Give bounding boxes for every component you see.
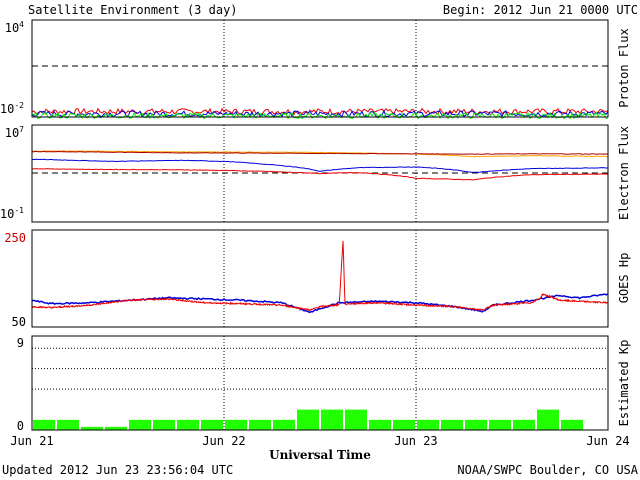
x-tick-label: Jun 23 [394,434,437,448]
electron-frame [31,124,609,223]
x-tick-label: Jun 21 [10,434,53,448]
kp-bar [321,409,343,430]
electron-line-red [32,168,609,181]
x-axis-label: Universal Time [269,448,371,462]
kp-bar [393,419,415,430]
proton-ymax-label: 104 [5,20,24,35]
electron-series [31,150,609,181]
kp-ymin-label: 0 [17,419,24,433]
hp-line-red [31,240,609,312]
kp-bar [465,419,487,430]
chart-title: Satellite Environment (3 day) [28,3,238,17]
proton-frame [31,19,609,118]
begin-time: Begin: 2012 Jun 21 0000 UTC [443,3,638,17]
kp-bar [33,419,55,430]
kp-ylabel: Estimated Kp [617,340,631,427]
kp-grid [32,347,608,390]
kp-bar [225,419,247,430]
kp-bars [33,409,583,430]
kp-bar [417,419,439,430]
hp-panel: 250 50 GOES Hp [4,229,631,329]
hp-ymax-label: 250 [4,231,26,245]
kp-panel: 9 0 Estimated Kp [17,335,631,433]
x-tick-label: Jun 22 [202,434,245,448]
hp-ylabel: GOES Hp [617,253,631,304]
kp-bar [57,419,79,430]
proton-line-green [31,111,608,120]
x-tick-label: Jun 24 [586,434,629,448]
kp-bar [201,419,223,430]
electron-ymax-label: 107 [5,125,24,140]
kp-bar [273,419,295,430]
kp-bar [249,419,271,430]
electron-panel: 107 10-1 Electron Flux [0,124,631,223]
kp-bar [177,419,199,430]
kp-bar [561,419,583,430]
kp-bar [537,409,559,430]
electron-line-darkred [32,150,609,155]
proton-ylabel: Proton Flux [617,28,631,107]
kp-bar [345,409,367,430]
credit: NOAA/SWPC Boulder, CO USA [457,463,638,477]
kp-bar [105,426,127,430]
electron-line-orange [31,150,609,158]
kp-bar [153,419,175,430]
proton-panel: 104 10-2 Proton Flux [0,19,631,120]
kp-ymax-label: 9 [17,336,24,350]
kp-bar [297,409,319,430]
kp-bar [369,419,391,430]
hp-frame [31,229,609,328]
kp-bar [489,419,511,430]
electron-ylabel: Electron Flux [617,126,631,220]
hp-series [31,240,609,314]
kp-bar [81,426,103,430]
proton-ymin-label: 10-2 [0,101,24,116]
kp-bar [513,419,535,430]
kp-bar [441,419,463,430]
electron-ymin-label: 10-1 [0,206,24,221]
kp-frame [31,335,609,431]
updated-timestamp: Updated 2012 Jun 23 23:56:04 UTC [2,463,233,477]
kp-bar [129,419,151,430]
electron-line-blue [31,158,608,173]
hp-ymin-label: 50 [12,315,26,329]
